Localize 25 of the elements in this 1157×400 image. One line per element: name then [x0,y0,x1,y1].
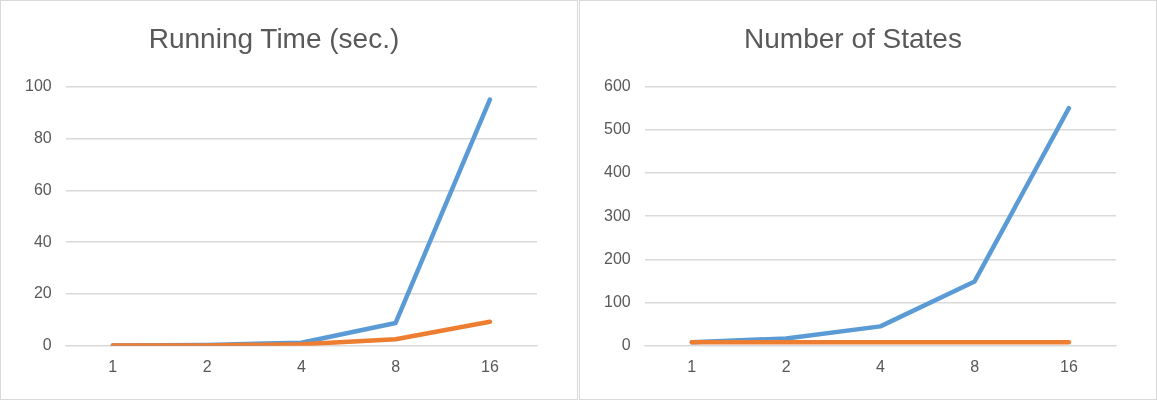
y-tick-label: 200 [603,249,631,267]
y-tick-label: 40 [33,232,52,250]
x-tick-label: 4 [875,357,885,375]
chart-title: Number of States [744,22,962,54]
y-tick-label: 60 [33,180,52,198]
x-tick-label: 16 [1059,357,1078,375]
x-tick-label: 2 [781,357,791,375]
x-tick-label: 1 [687,357,697,375]
y-tick-label: 600 [603,77,631,95]
y-tick-label: 400 [603,163,631,181]
x-tick-label: 8 [391,357,401,375]
y-tick-label: 300 [603,206,631,224]
y-tick-label: 500 [603,120,631,138]
y-tick-label: 100 [603,293,631,311]
x-tick-label: 1 [108,357,118,375]
x-tick-label: 2 [202,357,212,375]
chart-title: Running Time (sec.) [148,22,400,54]
y-tick-label: 80 [33,128,52,146]
y-tick-label: 100 [24,77,52,95]
x-tick-label: 4 [296,357,306,375]
x-tick-label: 16 [480,357,499,375]
y-tick-label: 0 [621,336,631,354]
y-tick-label: 0 [42,336,52,354]
y-tick-label: 20 [33,284,52,302]
x-tick-label: 8 [970,357,980,375]
